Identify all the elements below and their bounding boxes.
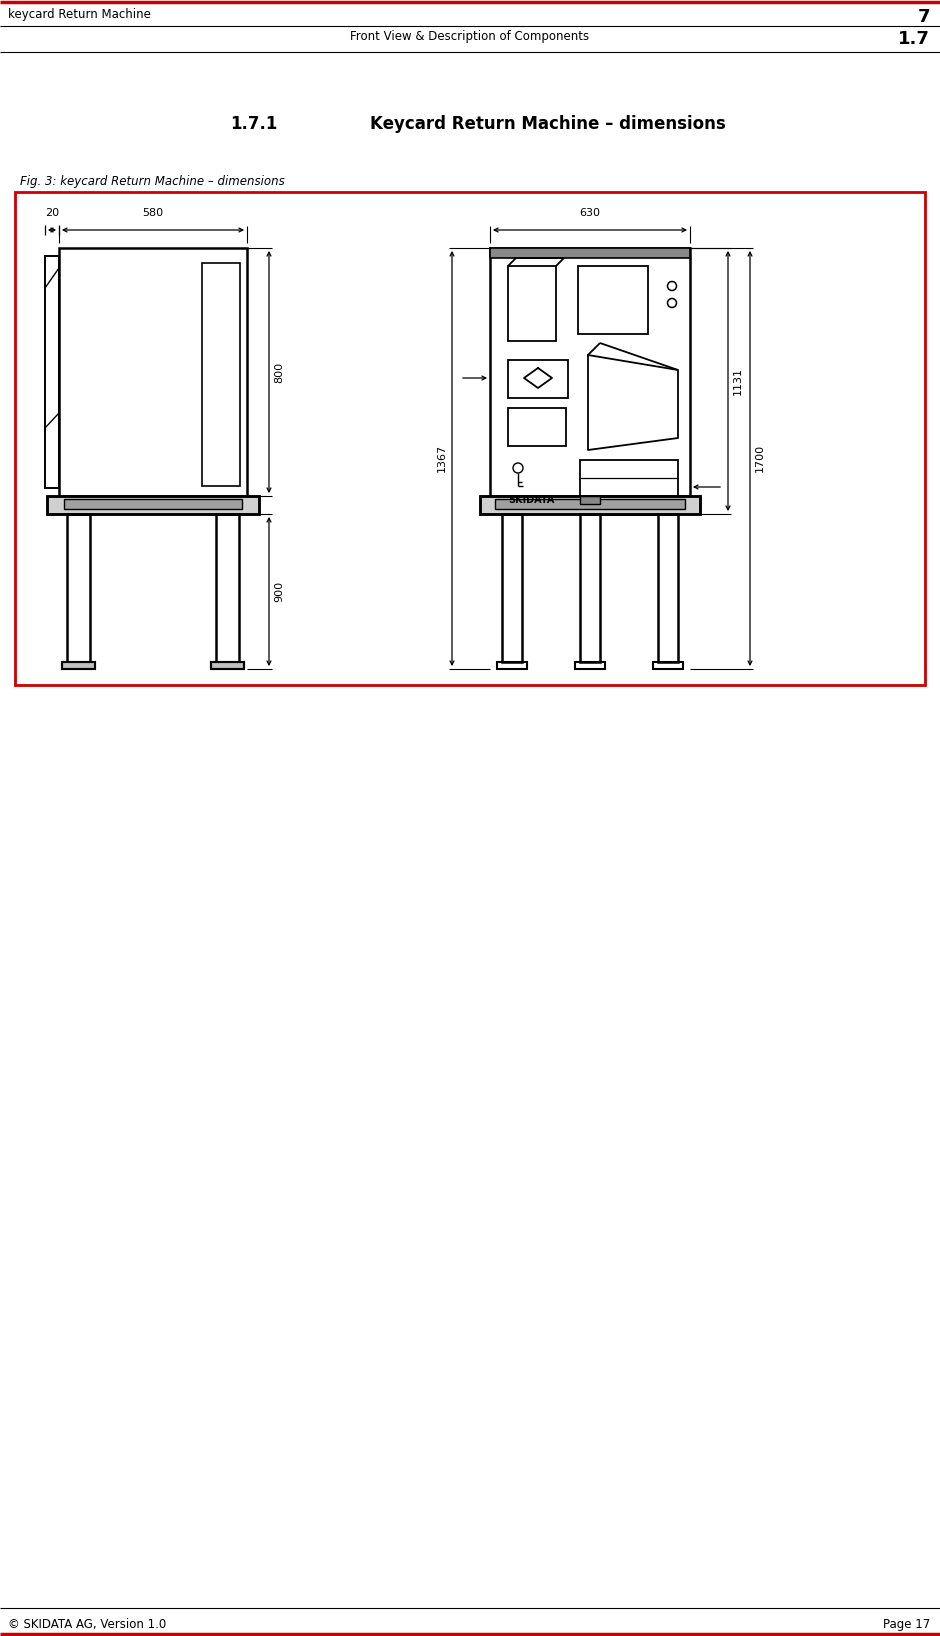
Text: keycard Return Machine: keycard Return Machine	[8, 8, 151, 21]
Text: 900: 900	[274, 581, 284, 602]
Text: 20: 20	[45, 208, 59, 218]
Bar	[502, 514, 522, 663]
Text: SKIDATA: SKIDATA	[508, 496, 555, 506]
Text: 1367: 1367	[437, 443, 447, 473]
Bar	[211, 663, 244, 669]
Text: Page 17: Page 17	[883, 1618, 930, 1631]
Bar	[15, 191, 925, 685]
Text: Fig. 3: keycard Return Machine – dimensions: Fig. 3: keycard Return Machine – dimensi…	[20, 175, 285, 188]
Bar	[578, 267, 648, 334]
Bar	[47, 496, 259, 514]
Bar	[497, 663, 527, 669]
Text: 1131: 1131	[733, 366, 743, 394]
Text: 580: 580	[143, 208, 164, 218]
Bar	[62, 663, 95, 669]
Bar	[67, 514, 90, 663]
Text: 1.7.1: 1.7.1	[230, 115, 277, 133]
Bar	[508, 360, 568, 398]
Bar	[202, 263, 240, 486]
Bar	[59, 249, 247, 496]
Bar	[508, 407, 566, 447]
Bar	[211, 663, 244, 669]
Bar	[658, 514, 678, 663]
Text: © SKIDATA AG, Version 1.0: © SKIDATA AG, Version 1.0	[8, 1618, 166, 1631]
Bar	[64, 499, 242, 509]
Bar	[47, 496, 259, 514]
Bar	[580, 460, 678, 515]
Text: 7: 7	[917, 8, 930, 26]
Bar	[575, 663, 605, 669]
Bar	[580, 514, 600, 663]
Bar	[480, 496, 700, 514]
Bar	[216, 514, 239, 663]
Bar	[580, 496, 600, 504]
Text: 630: 630	[579, 208, 601, 218]
Bar	[495, 499, 685, 509]
Bar	[62, 663, 95, 669]
Bar	[490, 249, 690, 258]
Bar	[490, 249, 690, 496]
Text: Front View & Description of Components: Front View & Description of Components	[351, 29, 589, 43]
Text: 1.7: 1.7	[898, 29, 930, 47]
Bar	[653, 663, 683, 669]
Bar	[480, 496, 700, 514]
Text: 800: 800	[274, 362, 284, 383]
Text: 1700: 1700	[755, 443, 765, 473]
Bar	[508, 267, 556, 340]
Text: Keycard Return Machine – dimensions: Keycard Return Machine – dimensions	[370, 115, 726, 133]
Bar	[45, 255, 59, 488]
